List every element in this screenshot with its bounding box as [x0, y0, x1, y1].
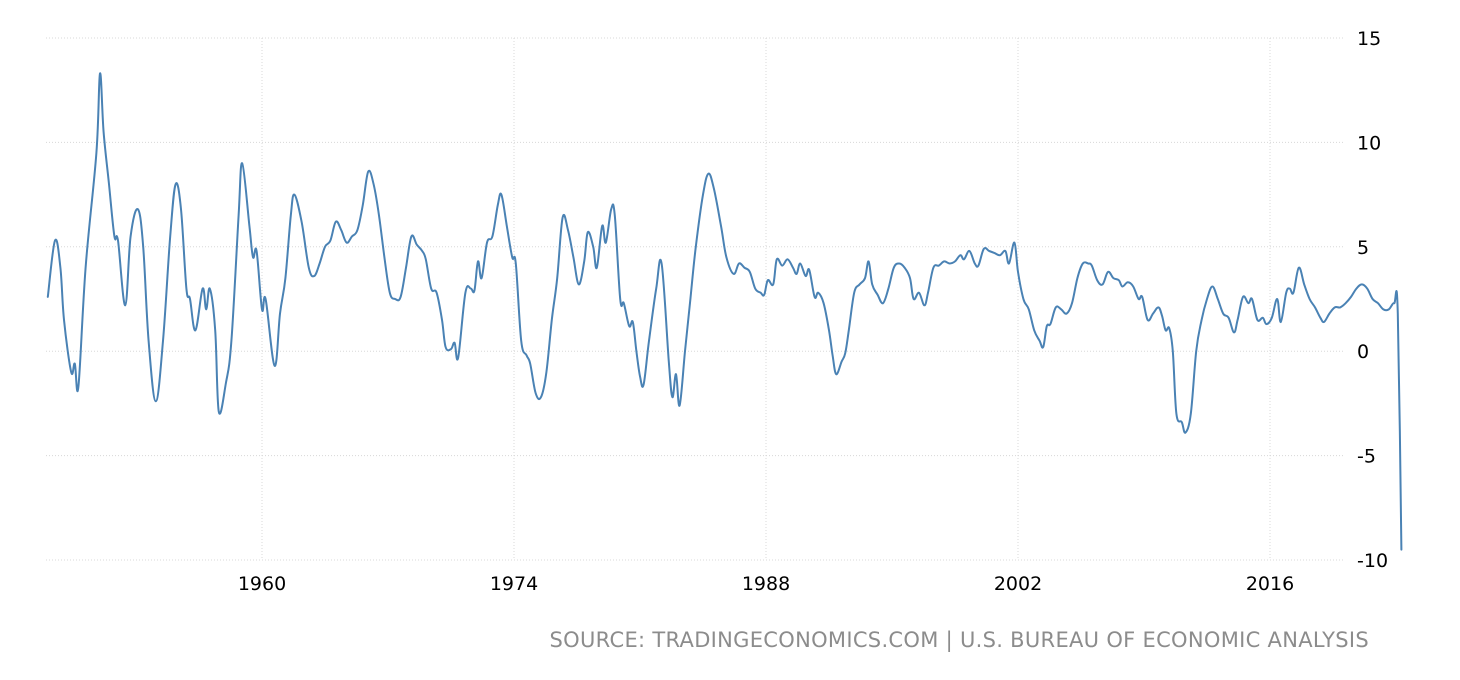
source-caption: SOURCE: TRADINGECONOMICS.COM | U.S. BURE… — [549, 628, 1369, 652]
x-axis-tick-labels: 1960 1974 1988 2002 2016 — [238, 573, 1294, 595]
y-tick-label: -10 — [1357, 550, 1388, 572]
series-group — [46, 72, 1403, 551]
x-tick-label: 2002 — [994, 573, 1042, 595]
y-tick-label: 10 — [1357, 132, 1381, 154]
y-tick-label: 15 — [1357, 28, 1381, 50]
x-tick-label: 1960 — [238, 573, 286, 595]
series-line-0 — [46, 72, 1403, 551]
x-tick-label: 1988 — [742, 573, 790, 595]
y-tick-label: 0 — [1357, 341, 1369, 363]
y-tick-label: -5 — [1357, 446, 1376, 468]
gridlines — [46, 37, 1344, 561]
line-chart: 1960 1974 1988 2002 2016 15 10 5 0 -5 -10 — [46, 28, 1403, 595]
x-tick-label: 1974 — [490, 573, 538, 595]
y-axis-tick-labels: 15 10 5 0 -5 -10 — [1357, 28, 1388, 572]
x-tick-label: 2016 — [1246, 573, 1294, 595]
y-tick-label: 5 — [1357, 237, 1369, 259]
